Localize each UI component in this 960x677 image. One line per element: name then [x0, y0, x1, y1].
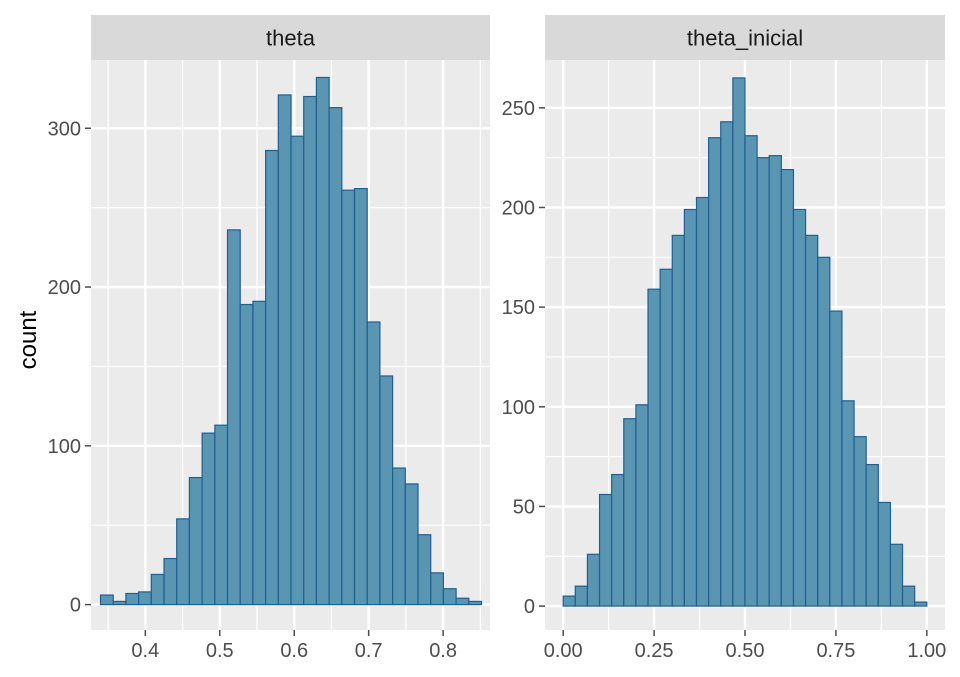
- facet-strip-background: [91, 15, 490, 60]
- x-tick-label: 1.00: [907, 640, 946, 662]
- histogram-bar: [744, 135, 758, 607]
- histogram-bar: [598, 493, 613, 607]
- histogram-bar: [417, 534, 432, 606]
- y-tick-label: 300: [48, 118, 81, 140]
- histogram-bar: [226, 229, 241, 606]
- y-tick-label: 200: [502, 197, 535, 219]
- histogram-bar: [392, 467, 406, 606]
- histogram-bar: [841, 400, 855, 607]
- histogram-bar: [792, 208, 807, 607]
- histogram-bar: [671, 234, 685, 607]
- histogram-bar: [623, 418, 637, 607]
- histogram-bar: [659, 268, 673, 607]
- histogram-bar: [188, 476, 203, 606]
- histogram-bar: [442, 588, 457, 606]
- histogram-bar: [683, 208, 698, 607]
- histogram-bar: [99, 594, 114, 606]
- x-tick-label: 0.25: [635, 640, 674, 662]
- histogram-bar: [562, 595, 576, 607]
- facet-strip-label: theta_inicial: [687, 26, 803, 51]
- x-tick-label: 0.6: [280, 640, 308, 662]
- histogram-bar: [315, 76, 330, 606]
- histogram-bar: [695, 196, 710, 607]
- histogram-bar: [901, 585, 916, 607]
- histogram-bar: [468, 600, 483, 606]
- y-tick-label: 0: [70, 595, 81, 617]
- y-tick-label: 0: [524, 596, 535, 618]
- x-tick-label: 0.75: [816, 640, 855, 662]
- y-tick-label: 100: [502, 397, 535, 419]
- histogram-bar: [252, 300, 267, 606]
- facet-strip-background: [545, 15, 945, 60]
- histogram-bar: [720, 121, 734, 607]
- histogram-bar: [430, 572, 445, 606]
- histogram-bar: [708, 137, 722, 607]
- y-axis-title: count: [15, 310, 42, 369]
- histogram-bar: [138, 591, 152, 606]
- x-tick-label: 0.7: [355, 640, 383, 662]
- x-tick-label: 0.8: [429, 640, 457, 662]
- histogram-bar: [150, 573, 165, 606]
- histogram-bar: [914, 601, 928, 607]
- y-tick-label: 100: [48, 436, 81, 458]
- histogram-bar: [366, 321, 381, 606]
- histogram-bar: [455, 597, 470, 606]
- x-tick-label: 0.4: [131, 640, 159, 662]
- histogram-bar: [201, 432, 216, 606]
- histogram-bar: [163, 557, 178, 606]
- histogram-bar: [214, 424, 229, 606]
- histogram-bar: [112, 600, 127, 606]
- histogram-bar: [817, 256, 831, 607]
- y-tick-label: 250: [502, 98, 535, 120]
- histogram-bar: [780, 169, 795, 607]
- y-tick-label: 150: [502, 297, 535, 319]
- histogram-bar: [865, 463, 879, 607]
- histogram-bar: [829, 310, 843, 607]
- histogram-bar: [341, 189, 356, 606]
- histogram-bar: [265, 149, 279, 606]
- histogram-bar: [125, 592, 140, 606]
- histogram-bar: [574, 585, 589, 607]
- histogram-bar: [586, 553, 601, 607]
- histogram-bar: [290, 135, 305, 606]
- facet-strip-label: theta: [266, 26, 316, 51]
- histogram-bar: [732, 77, 746, 607]
- histogram-bar: [635, 404, 649, 607]
- histogram-bar: [853, 436, 867, 607]
- histogram-bar: [647, 288, 661, 607]
- x-tick-label: 0.50: [726, 640, 765, 662]
- x-tick-label: 0.00: [544, 640, 583, 662]
- histogram-bar: [611, 473, 625, 607]
- histogram-bar: [768, 155, 782, 607]
- histogram-bar: [239, 303, 254, 606]
- facet-panel-2: theta_inicial 0.00 0.25 0.50 0.75 1.00 0 50 100 1…: [502, 15, 946, 662]
- histogram-bar: [379, 375, 394, 606]
- histogram-bar: [277, 94, 292, 606]
- histogram-bar: [889, 543, 904, 607]
- histogram-bar: [176, 518, 191, 606]
- y-tick-label: 200: [48, 277, 81, 299]
- histogram-bar: [756, 157, 770, 607]
- histogram-bar: [804, 234, 819, 607]
- histogram-bar: [303, 95, 318, 606]
- facet-panel-1: theta 0.4 0.5 0.6 0.7 0.8 0 100 200 300: [48, 15, 490, 662]
- histogram-bar: [877, 501, 892, 607]
- histogram-bar: [353, 188, 368, 606]
- y-tick-label: 50: [513, 496, 535, 518]
- histogram-bar: [328, 107, 343, 606]
- x-tick-label: 0.5: [206, 640, 234, 662]
- histogram-bar: [404, 483, 419, 606]
